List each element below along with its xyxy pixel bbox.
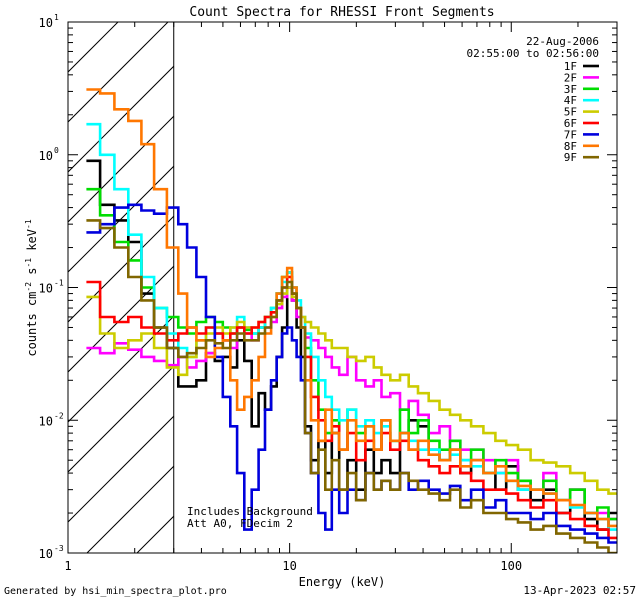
y-tick-label: 10 bbox=[39, 16, 53, 30]
legend-label-6f: 6F bbox=[564, 117, 577, 130]
legend-label-1f: 1F bbox=[564, 60, 577, 73]
x-tick-label: 100 bbox=[500, 559, 522, 573]
annotation-attenuator: Att A0, FDecim 2 bbox=[187, 517, 293, 530]
legend-label-2f: 2F bbox=[564, 71, 577, 84]
y-tick-label: 10 bbox=[39, 414, 53, 428]
annotation-background: Includes Background bbox=[187, 505, 313, 518]
series-line-8f bbox=[86, 88, 617, 528]
footer-timestamp: 13-Apr-2023 02:57 bbox=[523, 584, 636, 597]
y-tick-label: 10 bbox=[39, 149, 53, 163]
hatch-line bbox=[68, 22, 169, 123]
y-tick-label: 10 bbox=[39, 282, 53, 296]
x-tick-label: 10 bbox=[282, 559, 296, 573]
legend-label-8f: 8F bbox=[564, 140, 577, 153]
legend-label-7f: 7F bbox=[564, 128, 577, 141]
y-tick-exponent: -3 bbox=[54, 544, 64, 553]
series-line-9f bbox=[86, 219, 617, 553]
y-tick-exponent: -1 bbox=[54, 279, 64, 288]
y-tick-exponent: 1 bbox=[54, 13, 59, 22]
hatch-line bbox=[68, 365, 174, 473]
x-axis-label: Energy (keV) bbox=[299, 575, 386, 589]
y-axis-label: counts cm-2 s-1 keV-1 bbox=[24, 219, 39, 356]
legend-label-4f: 4F bbox=[564, 94, 577, 107]
legend-label-5f: 5F bbox=[564, 106, 577, 119]
y-tick-label: 10 bbox=[39, 547, 53, 561]
hatch-line bbox=[68, 415, 174, 523]
footer-generated-by: Generated by hsi_min_spectra_plot.pro bbox=[4, 586, 227, 597]
x-tick-label: 1 bbox=[64, 559, 71, 573]
y-tick-exponent: 0 bbox=[54, 146, 59, 155]
hatch-line bbox=[68, 215, 174, 323]
observation-date: 22-Aug-2006 bbox=[526, 35, 599, 48]
series-lines bbox=[86, 88, 617, 553]
series-line-7f bbox=[86, 203, 617, 544]
legend-label-3f: 3F bbox=[564, 83, 577, 96]
legend-label-9f: 9F bbox=[564, 151, 577, 164]
series-line-3f bbox=[86, 187, 617, 521]
chart-title: Count Spectra for RHESSI Front Segments bbox=[189, 5, 494, 20]
y-tick-exponent: -2 bbox=[54, 411, 64, 420]
time-range: 02:55:00 to 02:56:00 bbox=[467, 47, 599, 60]
